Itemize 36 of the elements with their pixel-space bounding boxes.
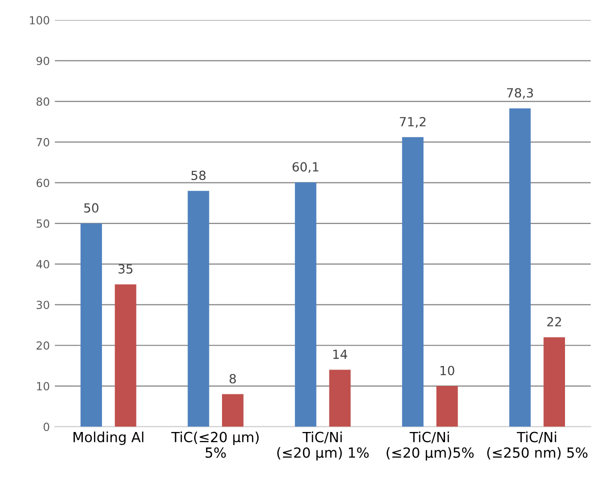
bar (544, 337, 566, 427)
bar (402, 137, 424, 427)
y-tick-label: 60 (36, 178, 50, 188)
data-label: 10 (440, 366, 454, 376)
data-label: 58 (191, 170, 206, 180)
data-label: 50 (84, 203, 98, 213)
data-label: 78,3 (507, 88, 533, 99)
x-tick-label: TiC/Ni (≤20 µm) 1% (277, 432, 369, 461)
data-label: 71,2 (400, 116, 426, 128)
bar (436, 386, 458, 427)
y-tick-label: 30 (36, 300, 50, 310)
bar (509, 108, 531, 427)
x-tick-label: Molding Al (74, 432, 144, 446)
y-tick-label: 20 (36, 341, 50, 350)
bar (222, 394, 244, 427)
y-tick-label: 10 (37, 382, 50, 390)
y-tick-label: 80 (36, 97, 50, 106)
bar (80, 223, 102, 427)
y-tick-label: 40 (36, 260, 50, 268)
bar (294, 182, 316, 427)
bar (329, 370, 351, 427)
data-label: 22 (547, 317, 561, 326)
y-tick-label: 100 (30, 16, 50, 24)
y-tick-label: 50 (36, 219, 50, 228)
y-tick-label: 90 (36, 56, 50, 66)
bar (188, 190, 210, 427)
data-label: 35 (118, 264, 132, 274)
x-tick-label: TiC/Ni (≤250 nm) 5% (487, 432, 588, 460)
y-tick-label: 0 (44, 422, 50, 432)
bar (114, 284, 136, 427)
data-label: 14 (333, 350, 348, 359)
x-tick-label: TiC(≤20 µm) 5% (171, 432, 259, 458)
x-tick-label: TiC/Ni (≤20 µm)5% (386, 432, 474, 461)
data-label: 8 (230, 374, 236, 384)
y-tick-label: 70 (36, 138, 50, 146)
data-label: 60,1 (292, 162, 318, 173)
